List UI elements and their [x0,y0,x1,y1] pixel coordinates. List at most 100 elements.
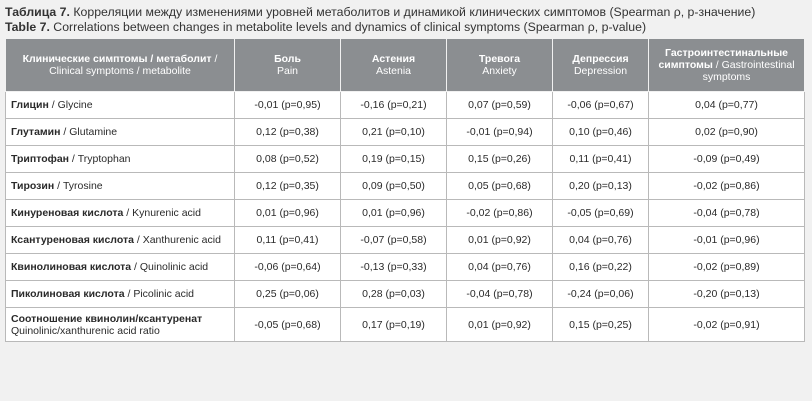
metabolite-cell: Глицин / Glycine [5,91,235,119]
metabolite-name-en: / Xanthurenic acid [133,234,221,246]
metabolite-name-ru: Кинуреновая кислота [11,207,124,219]
table-row: Глутамин / Glutamine 0,12 (p=0,38) 0,21 (p… [5,118,805,146]
header-en: Astenia [375,65,412,77]
header-ru: Боль [274,53,301,65]
caption-en: Table 7. Correlations between changes in… [5,20,807,34]
correlation-value-cell: 0,11 (p=0,41) [552,145,649,173]
correlation-value-cell: -0,01 (p=0,94) [446,118,553,146]
metabolite-cell: Пиколиновая кислота / Picolinic acid [5,280,235,308]
table-header-row: Клинические симптомы / метаболит / Clini… [5,38,805,92]
header-en: Anxiety [482,65,517,77]
correlation-value-cell: 0,25 (p=0,06) [234,280,341,308]
metabolite-name-en: / Tyrosine [54,180,103,192]
metabolite-cell: Кинуреновая кислота / Kynurenic acid [5,199,235,227]
correlation-value-cell: -0,09 (p=0,49) [648,145,805,173]
correlation-value-cell: 0,21 (p=0,10) [340,118,447,146]
correlation-value-cell: 0,10 (p=0,46) [552,118,649,146]
correlation-value-cell: 0,28 (p=0,03) [340,280,447,308]
correlation-value-cell: -0,01 (p=0,95) [234,91,341,119]
correlation-value-cell: 0,15 (p=0,25) [552,307,649,342]
caption-ru: Таблица 7. Корреляции между изменениями … [5,5,807,19]
correlation-value-cell: 0,05 (p=0,68) [446,172,553,200]
metabolite-cell: Тирозин / Tyrosine [5,172,235,200]
header-en: / Gastrointestinal symptoms [702,59,795,83]
correlation-value-cell: -0,20 (p=0,13) [648,280,805,308]
metabolite-name-ru: Глицин [11,99,49,111]
correlation-value-cell: -0,02 (p=0,91) [648,307,805,342]
correlation-value-cell: 0,01 (p=0,96) [340,199,447,227]
metabolite-name-en: / Picolinic acid [124,288,195,300]
correlation-value-cell: -0,24 (p=0,06) [552,280,649,308]
metabolite-name-ru: Соотношение квинолин/ксантуренат [11,312,203,325]
metabolite-name-en: / Quinolinic acid [131,261,209,273]
correlation-value-cell: 0,01 (p=0,92) [446,307,553,342]
correlation-value-cell: -0,04 (p=0,78) [648,199,805,227]
metabolite-name-en: / Tryptophan [69,153,131,165]
header-pain: Боль Pain [234,38,341,92]
correlation-value-cell: 0,15 (p=0,26) [446,145,553,173]
header-ru: Тревога [478,53,521,65]
correlation-value-cell: -0,01 (p=0,96) [648,226,805,254]
correlation-value-cell: 0,20 (p=0,13) [552,172,649,200]
header-en: Pain [276,65,298,77]
correlation-value-cell: 0,19 (p=0,15) [340,145,447,173]
header-anxiety: Тревога Anxiety [446,38,553,92]
table-row: Тирозин / Tyrosine 0,12 (p=0,35) 0,09 (p=0… [5,172,805,200]
correlation-value-cell: 0,04 (p=0,77) [648,91,805,119]
metabolite-cell: Соотношение квинолин/ксантуренат Quinolin… [5,307,235,342]
metabolite-cell: Триптофан / Tryptophan [5,145,235,173]
correlation-value-cell: 0,09 (p=0,50) [340,172,447,200]
metabolite-name-ru: Ксантуреновая кислота [11,234,134,246]
correlation-value-cell: 0,04 (p=0,76) [552,226,649,254]
correlation-value-cell: -0,02 (p=0,86) [446,199,553,227]
metabolite-name-en: / Kynurenic acid [123,207,201,219]
header-ru: Клинические симптомы / метаболит [22,53,212,65]
table-row: Соотношение квинолин/ксантуренат Quinolin… [5,307,805,342]
correlation-value-cell: -0,06 (p=0,64) [234,253,341,281]
metabolite-cell: Глутамин / Glutamine [5,118,235,146]
correlation-value-cell: -0,02 (p=0,89) [648,253,805,281]
correlation-value-cell: -0,05 (p=0,68) [234,307,341,342]
correlation-value-cell: 0,04 (p=0,76) [446,253,553,281]
header-en: / Clinical symptoms / metabolite [49,53,218,77]
metabolite-name-ru: Тирозин [11,180,55,192]
metabolite-name-ru: Глутамин [11,126,61,138]
metabolite-name-ru: Триптофан [11,153,70,165]
correlation-value-cell: -0,16 (p=0,21) [340,91,447,119]
correlation-value-cell: -0,07 (p=0,58) [340,226,447,254]
correlation-value-cell: 0,16 (p=0,22) [552,253,649,281]
metabolite-cell: Ксантуреновая кислота / Xanthurenic acid [5,226,235,254]
correlation-value-cell: 0,11 (p=0,41) [234,226,341,254]
caption-ru-label: Таблица 7. [5,5,70,19]
table-row: Ксантуреновая кислота / Xanthurenic acid… [5,226,805,254]
metabolite-name-en: Quinolinic/xanthurenic acid ratio [11,324,160,337]
correlation-table: Клинические симптомы / метаболит / Clini… [5,38,805,342]
correlation-value-cell: 0,12 (p=0,38) [234,118,341,146]
table-row: Пиколиновая кислота / Picolinic acid 0,25… [5,280,805,308]
caption-en-label: Table 7. [5,20,50,34]
correlation-value-cell: 0,17 (p=0,19) [340,307,447,342]
correlation-value-cell: 0,08 (p=0,52) [234,145,341,173]
correlation-value-cell: -0,06 (p=0,67) [552,91,649,119]
header-gastrointestinal: Гастроинтестинальные симптомы / Gastroin… [648,38,805,92]
metabolite-name-en: / Glycine [48,99,93,111]
correlation-value-cell: 0,01 (p=0,92) [446,226,553,254]
table-row: Триптофан / Tryptophan 0,08 (p=0,52) 0,19 … [5,145,805,173]
header-metabolite: Клинические симптомы / метаболит / Clini… [5,38,235,92]
table-row: Кинуреновая кислота / Kynurenic acid 0,01… [5,199,805,227]
correlation-value-cell: -0,02 (p=0,86) [648,172,805,200]
correlation-value-cell: -0,04 (p=0,78) [446,280,553,308]
metabolite-cell: Квинолиновая кислота / Quinolinic acid [5,253,235,281]
header-ru: Депрессия [572,53,629,65]
correlation-value-cell: -0,05 (p=0,69) [552,199,649,227]
correlation-value-cell: 0,02 (p=0,90) [648,118,805,146]
metabolite-name-en: / Glutamine [60,126,118,138]
table-row: Квинолиновая кислота / Quinolinic acid -0… [5,253,805,281]
table-row: Глицин / Glycine -0,01 (p=0,95) -0,16 (p=0… [5,91,805,119]
metabolite-name-ru: Пиколиновая кислота [11,288,125,300]
metabolite-name-ru: Квинолиновая кислота [11,261,132,273]
correlation-value-cell: 0,01 (p=0,96) [234,199,341,227]
header-en: Depression [573,65,628,77]
caption-ru-text: Корреляции между изменениями уровней мет… [69,5,756,19]
